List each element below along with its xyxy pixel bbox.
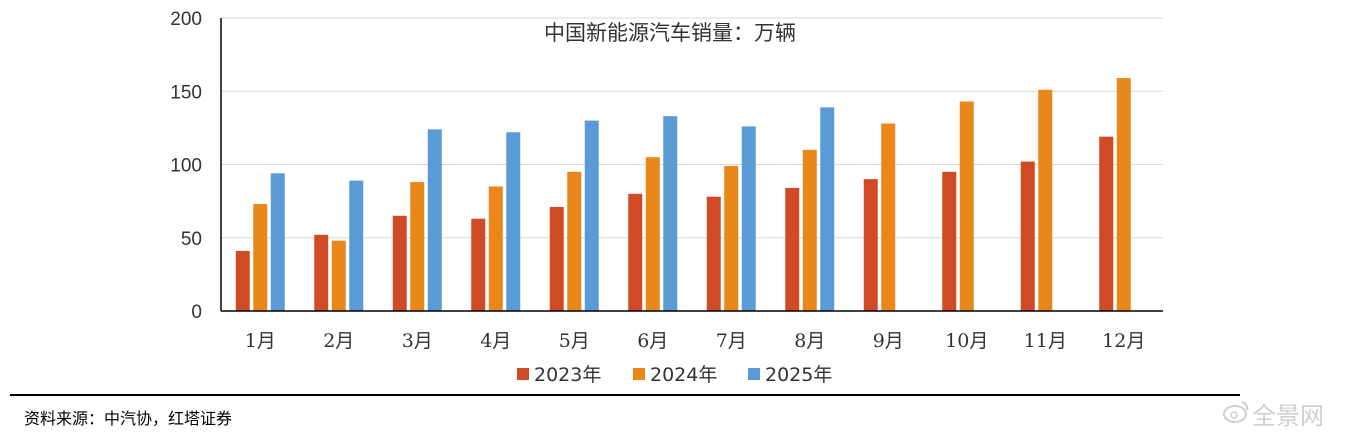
axes bbox=[220, 18, 1163, 312]
gridlines bbox=[221, 17, 1163, 239]
y-tick-label: 200 bbox=[170, 9, 202, 30]
bar bbox=[942, 171, 957, 311]
x-tick-label: 1月 bbox=[245, 330, 276, 352]
legend: 2023年 2024年 2025年 bbox=[517, 364, 832, 386]
bar bbox=[331, 240, 346, 311]
chart-title: 中国新能源汽车销量：万辆 bbox=[544, 21, 796, 45]
bar bbox=[863, 179, 878, 311]
x-tick-label: 10月 bbox=[945, 330, 988, 352]
bar bbox=[1099, 136, 1114, 311]
bar bbox=[881, 123, 896, 311]
bar bbox=[645, 157, 660, 311]
legend-swatch bbox=[517, 368, 529, 380]
weibo-icon bbox=[1223, 401, 1249, 423]
bar bbox=[471, 218, 486, 311]
bar bbox=[549, 206, 564, 311]
bar bbox=[410, 182, 425, 311]
legend-label: 2023年 bbox=[534, 364, 601, 386]
y-tick-labels: 0 50 100 150 200 bbox=[170, 9, 202, 323]
source-divider bbox=[10, 394, 1240, 396]
legend-swatch bbox=[633, 368, 645, 380]
x-tick-label: 9月 bbox=[873, 330, 904, 352]
source-note: 资料来源：中汽协，红塔证券 bbox=[24, 409, 233, 428]
bars bbox=[235, 78, 1131, 312]
y-tick-label: 100 bbox=[170, 156, 202, 177]
bar bbox=[235, 250, 250, 311]
bar bbox=[488, 186, 503, 311]
bar bbox=[584, 120, 599, 311]
x-tick-label: 5月 bbox=[559, 330, 590, 352]
bar bbox=[270, 173, 285, 311]
bar bbox=[427, 129, 442, 311]
x-tick-label: 4月 bbox=[480, 330, 511, 352]
bar bbox=[820, 107, 835, 312]
x-tick-label: 8月 bbox=[794, 330, 825, 352]
bar bbox=[314, 234, 329, 311]
y-tick-label: 150 bbox=[170, 82, 202, 103]
bar bbox=[785, 187, 800, 311]
bar bbox=[1116, 78, 1131, 311]
x-tick-label: 6月 bbox=[637, 330, 668, 352]
bar bbox=[724, 165, 739, 311]
bar bbox=[253, 204, 268, 311]
bar bbox=[392, 215, 407, 311]
x-tick-label: 7月 bbox=[716, 330, 747, 352]
bar bbox=[959, 101, 974, 311]
x-tick-label: 3月 bbox=[402, 330, 433, 352]
bar bbox=[1020, 161, 1035, 311]
bar bbox=[1038, 89, 1053, 311]
x-tick-label: 11月 bbox=[1024, 330, 1067, 352]
x-tick-labels: 1月 2月 3月 4月 5月 6月 7月 8月 9月 10月 11月 12月 bbox=[245, 330, 1146, 352]
bar bbox=[506, 132, 521, 311]
bar bbox=[567, 171, 582, 311]
y-tick-label: 0 bbox=[191, 302, 202, 323]
bar bbox=[706, 196, 721, 311]
bar bbox=[741, 126, 756, 311]
x-tick-label: 12月 bbox=[1102, 330, 1145, 352]
legend-label: 2025年 bbox=[765, 364, 832, 386]
legend-swatch bbox=[748, 368, 760, 380]
bar bbox=[628, 193, 643, 311]
y-tick-label: 50 bbox=[181, 229, 202, 250]
x-tick-label: 2月 bbox=[323, 330, 354, 352]
bar bbox=[802, 149, 817, 311]
bar bbox=[349, 180, 364, 311]
bar bbox=[663, 116, 678, 311]
watermark: 全景网 bbox=[1252, 402, 1324, 430]
legend-label: 2024年 bbox=[650, 364, 717, 386]
